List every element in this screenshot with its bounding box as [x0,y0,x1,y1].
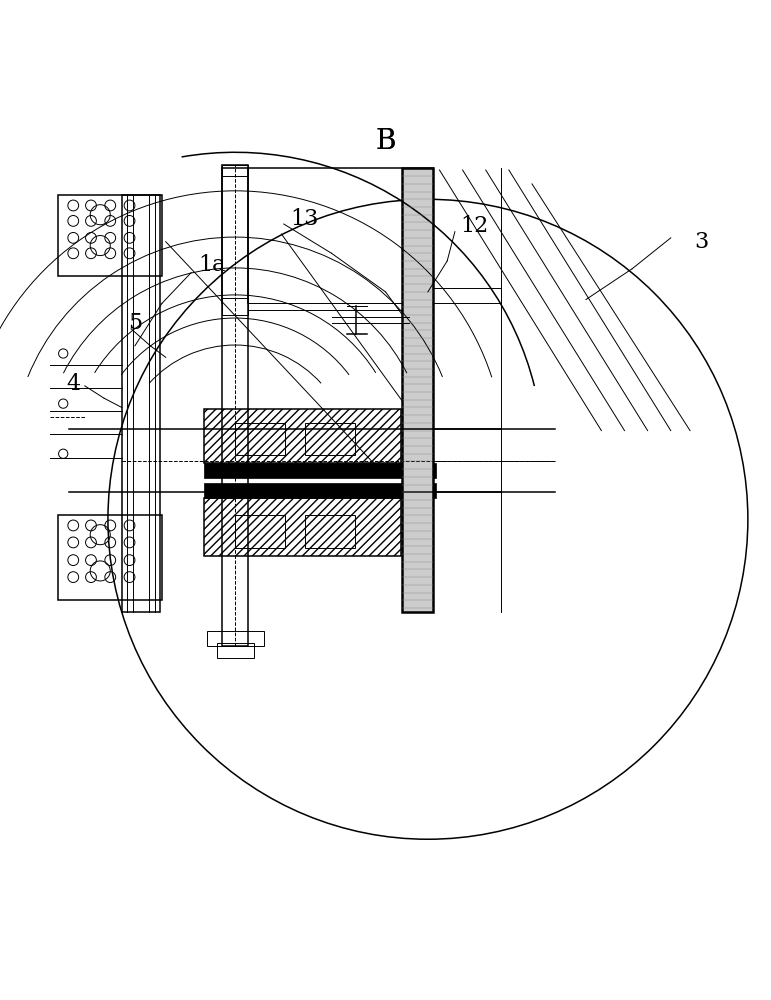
Text: B: B [375,128,396,155]
Bar [222,165,248,646]
Bar [204,463,436,478]
Bar [222,165,248,176]
Bar [235,515,285,548]
Bar [207,631,264,646]
Bar [122,195,160,612]
Bar [222,298,248,315]
Text: B: B [375,128,396,155]
Bar [204,498,401,556]
Bar [204,483,436,498]
Text: 3: 3 [695,231,709,253]
Bar [305,423,355,455]
Bar [217,643,254,658]
Bar [58,195,162,276]
Bar [235,423,285,455]
Text: 12: 12 [460,215,488,237]
Text: 1a: 1a [198,254,226,276]
Text: 4: 4 [66,373,80,395]
Text: 5: 5 [128,312,142,334]
Bar [204,409,401,463]
Text: 13: 13 [291,208,318,230]
Bar [58,515,162,600]
Bar [402,168,433,612]
Bar [305,515,355,548]
